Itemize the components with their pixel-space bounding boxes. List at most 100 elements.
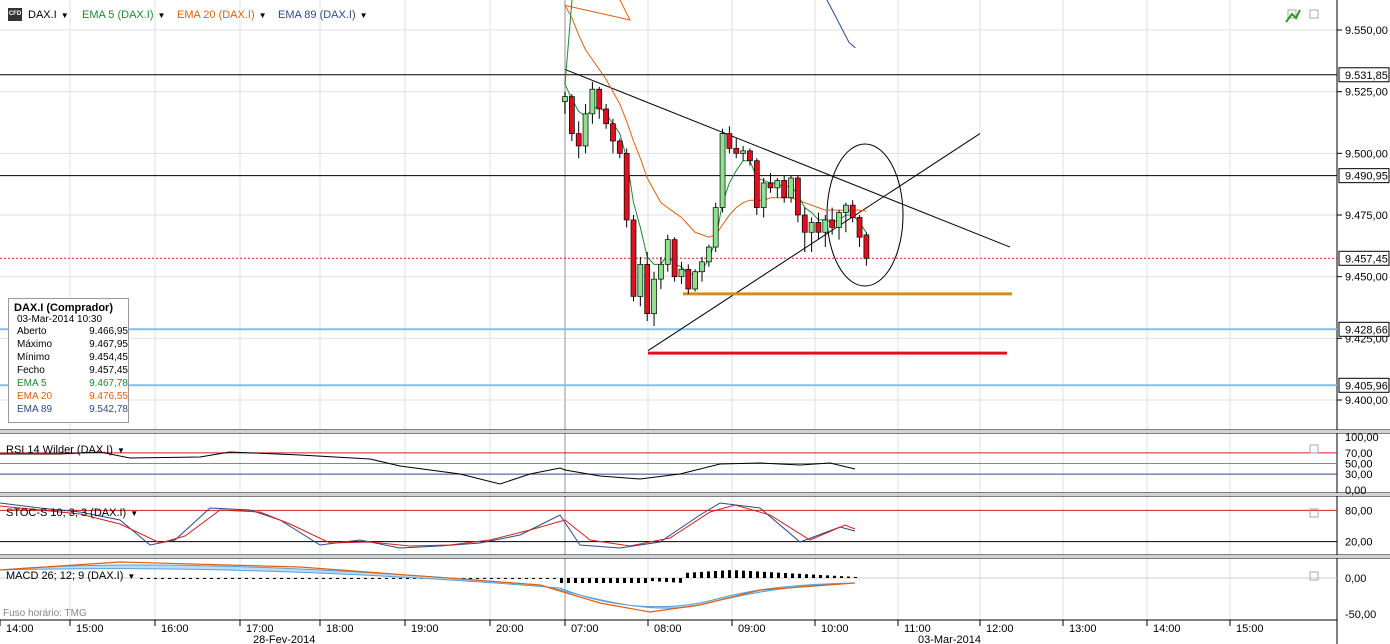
macd-histogram-bar bbox=[749, 571, 752, 578]
date-label: 28-Fev-2014 bbox=[253, 634, 315, 644]
candle-body bbox=[705, 246, 712, 263]
macd-histogram-bar bbox=[336, 578, 339, 579]
y-tick-label: 9.475,00 bbox=[1345, 210, 1388, 222]
macd-histogram-bar bbox=[525, 578, 528, 579]
candle-body bbox=[616, 140, 623, 154]
candle-body bbox=[815, 222, 822, 233]
macd-histogram-bar bbox=[539, 578, 542, 579]
y-tick-label: 9.525,00 bbox=[1345, 87, 1388, 99]
macd-histogram-bar bbox=[588, 578, 591, 583]
stoc-selector[interactable]: STOC-S 10; 3; 3 (DAX.I) ▼ bbox=[6, 507, 138, 519]
panel-splitter bbox=[0, 493, 1390, 496]
x-tick-label: 14:00 bbox=[1153, 623, 1181, 635]
macd-histogram-bar bbox=[511, 578, 514, 579]
candle-body bbox=[610, 123, 616, 142]
info-value: 9.476,55 bbox=[89, 391, 128, 402]
macd-histogram-bar bbox=[700, 571, 703, 578]
rsi-label: RSI 14 Wilder (DAX.I) bbox=[6, 444, 113, 456]
rsi-tick-label: 100,00 bbox=[1345, 432, 1379, 444]
macd-histogram-bar bbox=[406, 578, 409, 579]
price-marker-box bbox=[1338, 321, 1390, 337]
rsi-line bbox=[0, 451, 856, 485]
macd-histogram-bar bbox=[595, 578, 598, 583]
candle-body bbox=[842, 204, 849, 213]
panel-control-icon bbox=[1309, 444, 1319, 454]
macd-histogram-bar bbox=[665, 578, 668, 582]
macd-histogram-bar bbox=[140, 578, 143, 579]
candle-body bbox=[575, 133, 582, 147]
ema20-line-lead bbox=[564, 0, 631, 21]
macd-histogram-bar bbox=[175, 578, 178, 579]
price-marker-label: 9.405,96 bbox=[1345, 380, 1388, 392]
macd-histogram-bar bbox=[147, 578, 150, 579]
macd-histogram-bar bbox=[469, 578, 472, 579]
ema5-selector[interactable]: EMA 5 (DAX.I) ▼ bbox=[82, 9, 165, 21]
candle-body bbox=[651, 278, 657, 315]
y-tick-label: 9.400,00 bbox=[1345, 395, 1388, 407]
ema20-selector[interactable]: EMA 20 (DAX.I) ▼ bbox=[177, 9, 267, 21]
candle-body bbox=[699, 261, 705, 273]
price-marker-box bbox=[1338, 377, 1390, 393]
macd-histogram-bar bbox=[315, 578, 318, 579]
panel-splitter bbox=[0, 430, 1390, 433]
macd-histogram-bar bbox=[644, 578, 647, 583]
macd-line bbox=[0, 561, 856, 613]
macd-histogram-bar bbox=[259, 578, 262, 579]
macd-histogram-bar bbox=[693, 572, 696, 578]
rsi-tick-label: 50,00 bbox=[1345, 459, 1373, 471]
timezone-label: Fuso horário: TMG bbox=[3, 608, 87, 619]
macd-histogram-bar bbox=[630, 578, 633, 583]
ema20-line bbox=[564, 5, 867, 238]
ema89-selector[interactable]: EMA 89 (DAX.I) ▼ bbox=[278, 9, 368, 21]
chevron-down-icon: ▼ bbox=[258, 11, 267, 20]
macd-histogram-bar bbox=[560, 578, 563, 583]
macd-histogram-bar bbox=[707, 571, 710, 578]
candle-body bbox=[760, 182, 767, 208]
macd-histogram-bar bbox=[308, 578, 311, 579]
info-title: DAX.I (Comprador) bbox=[14, 302, 113, 314]
x-tick-label: 20:00 bbox=[496, 623, 524, 635]
ohlc-info-box: DAX.I (Comprador) 03-Mar-2014 10:30 Aber… bbox=[8, 298, 129, 423]
macd-histogram-bar bbox=[777, 572, 780, 578]
macd-histogram-bar bbox=[826, 575, 829, 578]
macd-histogram-bar bbox=[490, 578, 493, 579]
macd-histogram-bar bbox=[413, 578, 416, 579]
candle-body bbox=[795, 177, 801, 216]
trendline-descending bbox=[564, 69, 1011, 248]
stoc-k-line bbox=[0, 502, 856, 549]
candle-body bbox=[637, 263, 644, 297]
macd-histogram-bar bbox=[161, 578, 164, 579]
macd-histogram-bar bbox=[833, 575, 836, 578]
rsi-tick-label: 30,00 bbox=[1345, 469, 1373, 481]
chevron-down-icon: ▼ bbox=[127, 572, 136, 581]
macd-histogram-bar bbox=[245, 578, 248, 579]
candle-body bbox=[562, 96, 568, 102]
macd-histogram-bar bbox=[483, 578, 486, 579]
info-row-4: EMA 5 9.467,78 bbox=[9, 377, 128, 390]
macd-histogram-bar bbox=[651, 578, 654, 582]
x-tick-label: 10:00 bbox=[821, 623, 849, 635]
x-tick-label: 13:00 bbox=[1069, 623, 1097, 635]
rsi-tick-label: 0,00 bbox=[1345, 485, 1366, 497]
symbol-selector[interactable]: DAX.I ▼ bbox=[28, 9, 69, 21]
macd-histogram-bar bbox=[728, 570, 731, 578]
info-value: 9.457,45 bbox=[89, 365, 128, 376]
candle-body bbox=[836, 212, 842, 228]
info-value: 9.467,95 bbox=[89, 339, 128, 350]
ema89-label: EMA 89 (DAX.I) bbox=[278, 9, 356, 21]
macd-histogram-bar bbox=[679, 578, 682, 583]
candle-body bbox=[726, 133, 733, 149]
macd-histogram-bar bbox=[616, 578, 619, 583]
x-tick-label: 09:00 bbox=[738, 623, 766, 635]
rsi-selector[interactable]: RSI 14 Wilder (DAX.I) ▼ bbox=[6, 444, 125, 456]
macd-histogram-bar bbox=[770, 572, 773, 578]
y-tick-label: 9.450,00 bbox=[1345, 272, 1388, 284]
candle-body bbox=[788, 177, 794, 199]
macd-selector[interactable]: MACD 26; 12; 9 (DAX.I) ▼ bbox=[6, 570, 135, 582]
candle-body bbox=[801, 214, 808, 233]
candle-body bbox=[630, 219, 637, 297]
info-value: 9.466,95 bbox=[89, 326, 128, 337]
candle-body bbox=[849, 204, 856, 218]
macd-histogram-bar bbox=[735, 570, 738, 578]
